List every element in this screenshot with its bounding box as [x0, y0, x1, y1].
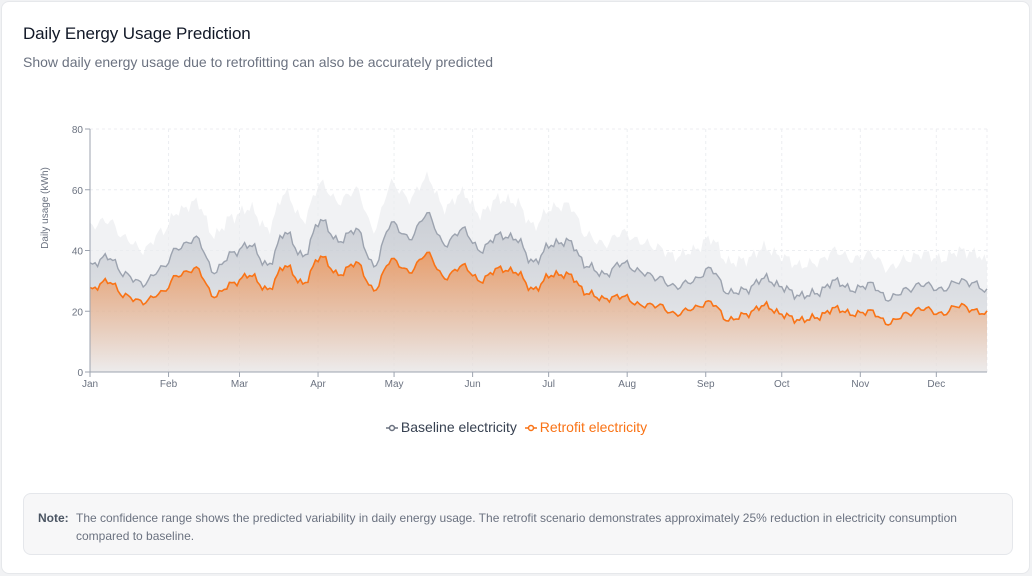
legend-baseline-label: Baseline electricity — [400, 419, 517, 435]
retrofit-area — [90, 252, 987, 372]
x-tick-label: Nov — [851, 379, 869, 390]
y-tick-label: 20 — [72, 307, 84, 318]
x-tick-label: Dec — [927, 379, 945, 390]
y-tick-label: 40 — [72, 247, 84, 258]
y-tick-label: 80 — [72, 125, 84, 136]
x-tick-label: Aug — [618, 379, 636, 390]
baseline-line — [89, 211, 988, 302]
note-label: Note: — [38, 511, 69, 525]
x-tick-label: Jul — [542, 379, 555, 390]
retrofit-marker-icon — [524, 425, 537, 432]
page-title: Daily Energy Usage Prediction — [23, 24, 251, 43]
y-axis-label: Daily usage (kWh) — [40, 167, 51, 249]
y-tick-label: 60 — [72, 186, 84, 197]
legend: Baseline electricity Retrofit electricit… — [2, 419, 1031, 435]
x-tick-label: Jan — [82, 379, 98, 390]
x-tick-label: May — [385, 379, 404, 390]
legend-baseline[interactable]: Baseline electricity — [385, 419, 517, 435]
x-tick-label: Apr — [310, 379, 326, 390]
x-tick-label: Feb — [160, 379, 178, 390]
x-tick-label: Jun — [465, 379, 481, 390]
usage-chart: 0 20 40 60 80 Jan Feb Mar Apr May Jun Jul Aug Sep Oct N… — [40, 125, 988, 390]
x-tick-label: Sep — [697, 379, 715, 390]
legend-retrofit-label: Retrofit electricity — [539, 419, 648, 435]
note-text: The confidence range shows the predicted… — [76, 511, 957, 543]
retrofit-line — [89, 251, 988, 326]
legend-retrofit[interactable]: Retrofit electricity — [524, 419, 648, 435]
page-subtitle: Show daily energy usage due to retrofitt… — [23, 54, 494, 70]
x-tick-label: Mar — [231, 379, 249, 390]
note-box: Note: The confidence range shows the pre… — [23, 493, 1013, 555]
baseline-marker-icon — [385, 425, 398, 432]
x-tick-label: Oct — [774, 379, 790, 390]
y-tick-label: 0 — [77, 368, 83, 379]
